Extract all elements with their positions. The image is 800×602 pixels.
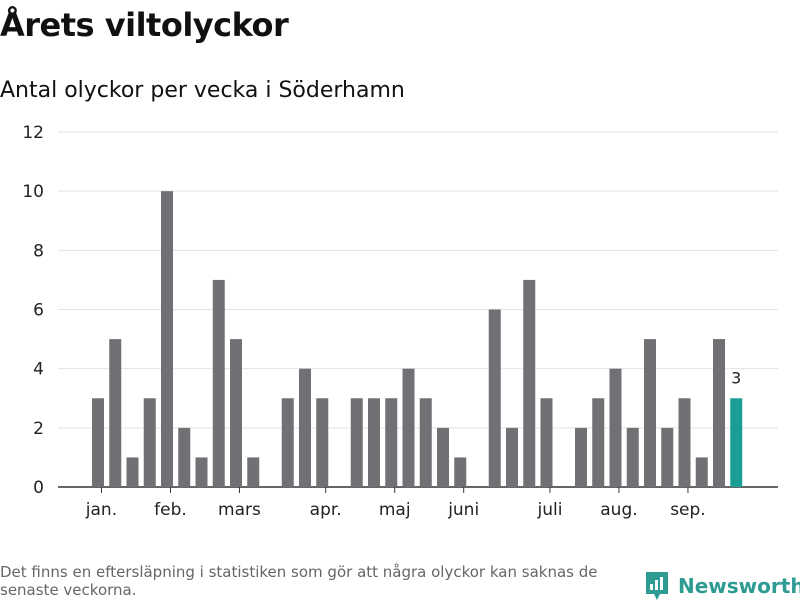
bar-chart: 0 2 4 6 8 10 12 jan. feb. mars apr. maj juni juli aug… [22,123,778,520]
bar [143,398,156,487]
bar [626,427,639,487]
y-tick-label: 10 [22,182,44,202]
bar-highlight [730,398,743,487]
bar [678,398,691,487]
y-tick-label: 0 [33,478,44,498]
y-tick-label: 6 [33,301,44,321]
bar [281,398,294,487]
bar [109,339,122,487]
bar [92,398,104,487]
bar [368,398,380,487]
newsworthy-logo-icon [646,572,668,600]
bar [230,339,242,487]
brand-logo[interactable]: Newsworthy [644,570,800,602]
x-tick-label: jan. [85,500,117,520]
bar [540,398,553,487]
chart-title: Årets viltolyckor [0,6,289,44]
bar [506,427,518,487]
data-labels: 3 [731,368,741,387]
footnote: Det finns en eftersläpning i statistiken… [0,563,598,599]
bar [609,368,622,487]
bar [178,427,191,487]
y-tick-label: 4 [33,360,44,380]
x-tick-label: mars [218,500,261,520]
bar [385,398,398,487]
bar [454,457,467,487]
x-tick-label: sep. [670,500,706,520]
bar [644,339,656,487]
bar [575,427,587,487]
x-tick-label: juli [536,500,562,520]
bar [350,398,363,487]
bar [437,427,449,487]
bar [299,368,311,487]
bar [247,457,260,487]
bar [419,398,432,487]
bar [713,339,725,487]
highlight-value-label: 3 [731,368,741,387]
x-tick-label: feb. [154,500,187,520]
bar [161,191,173,487]
bar [126,457,139,487]
bar [316,398,329,487]
bar [195,457,208,487]
x-tick-label: aug. [600,500,637,520]
brand-name: Newsworthy [678,574,800,598]
chart-subtitle: Antal olyckor per vecka i Söderhamn [0,78,405,103]
y-tick-label: 8 [33,241,44,261]
bar [695,457,708,487]
y-tick-label: 2 [33,419,44,439]
bar [488,309,501,487]
bar [592,398,605,487]
bar [212,279,225,487]
bar [402,368,415,487]
x-tick-label: maj [379,500,411,520]
x-axis-ticks: jan. feb. mars apr. maj juni juli aug. sep. [85,487,706,520]
y-axis-ticks: 0 2 4 6 8 10 12 [22,123,44,498]
x-tick-label: juni [447,500,479,520]
bars [92,191,743,487]
bar [661,427,674,487]
y-tick-label: 12 [22,123,44,143]
x-tick-label: apr. [310,500,342,520]
gridlines [58,131,778,488]
bar [523,279,536,487]
